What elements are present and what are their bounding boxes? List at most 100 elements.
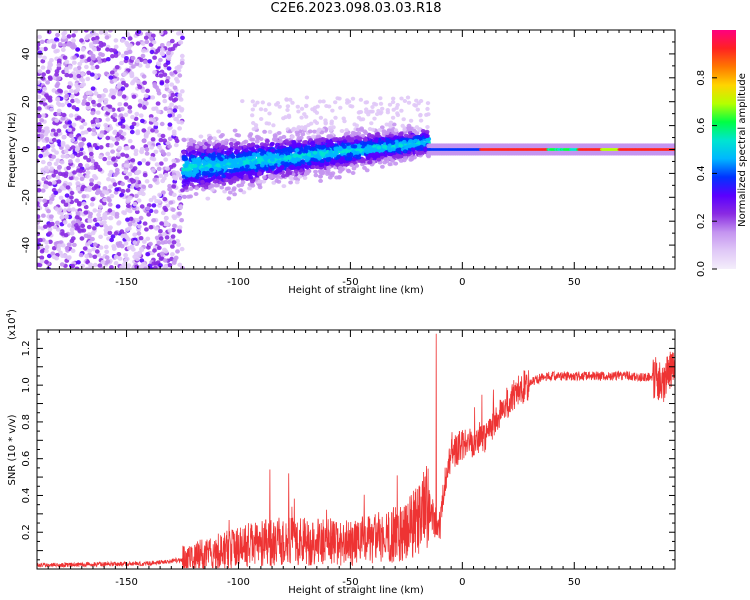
figure-title: C2E6.2023.098.03.03.R18 <box>270 1 442 16</box>
spectrogram-cell <box>70 248 76 253</box>
spectrogram-cell <box>41 72 46 77</box>
spectrogram-cell <box>324 162 330 166</box>
spectrogram-cell <box>346 142 351 147</box>
spectrogram-cell <box>149 36 154 42</box>
spectrogram-cell <box>141 128 147 133</box>
spectrogram-cell <box>205 196 211 201</box>
spectrogram-cell <box>298 168 304 173</box>
spectrogram-cell <box>202 160 208 165</box>
spectrogram-cell <box>359 141 365 146</box>
spectrogram-cell <box>360 133 366 138</box>
spectrogram-cell <box>72 242 77 248</box>
spectrogram-cell <box>61 43 67 48</box>
spectrogram-cell <box>63 233 69 238</box>
spectrogram-cell <box>156 61 162 67</box>
spectrogram-cell <box>119 265 124 269</box>
spectrogram-cell <box>127 138 133 144</box>
spectrogram-cell <box>344 128 349 133</box>
spectrogram-cell <box>86 127 92 132</box>
spectrogram-cell <box>273 170 279 175</box>
spectrogram-cell <box>159 43 165 48</box>
spectrogram-cell <box>267 129 273 134</box>
spectrogram-cell <box>206 149 211 154</box>
spectrogram-cell <box>123 102 129 107</box>
spectrogram-cell <box>76 115 82 120</box>
spectrogram-cell <box>251 152 257 157</box>
spectrogram-cell <box>179 106 185 112</box>
spectrogram-cell <box>359 159 365 164</box>
spectrogram-cell <box>382 144 387 149</box>
spectrogram-cell <box>387 139 393 144</box>
spectrogram-cell <box>63 171 69 176</box>
spectrogram-cell <box>37 225 41 230</box>
spectrogram-cell <box>42 86 48 92</box>
spectrogram-cell <box>49 214 54 219</box>
spectrogram-cell <box>146 203 152 208</box>
spectrogram-cell <box>223 141 229 146</box>
spectrogram-cell <box>113 38 119 43</box>
spectrogram-cell <box>163 172 169 178</box>
spectrogram-cell <box>347 156 353 161</box>
spectrogram-cell <box>66 242 72 247</box>
spectrogram-cell <box>208 184 213 189</box>
spectrogram-cell <box>90 65 96 71</box>
spectrogram-cell <box>112 78 118 83</box>
spectrogram-cell <box>225 174 231 179</box>
spectrogram-cell <box>101 201 107 206</box>
spectrogram-cell <box>190 154 195 159</box>
spectrogram-cell <box>277 104 282 109</box>
spectrogram-cell <box>135 58 140 64</box>
spectrogram-cell <box>221 174 226 179</box>
spectrogram-cell <box>387 128 392 133</box>
spectrogram-cell <box>317 156 323 161</box>
spectrogram-cell <box>329 142 335 147</box>
spectrogram-cell <box>60 231 65 236</box>
spectrogram-cell <box>111 156 117 161</box>
spectrogram-cell <box>358 97 364 102</box>
spectrogram-cell <box>132 240 138 245</box>
spectrogram-cell <box>44 248 49 254</box>
spectrogram-cell <box>227 179 233 183</box>
spectrogram-cell <box>276 131 282 135</box>
spectrogram-cell <box>179 89 185 94</box>
spectrogram-cell <box>72 170 77 175</box>
spectrogram-cell <box>188 186 194 191</box>
spectrogram-cell <box>389 133 394 138</box>
spectrogram-cell <box>80 78 86 83</box>
spectrogram-cell <box>92 217 98 223</box>
spectrogram-cell <box>318 115 324 120</box>
spectrogram-cell <box>274 178 280 183</box>
spectrogram-cell <box>97 98 103 104</box>
spectrogram-cell <box>394 105 399 110</box>
spectrogram-cell <box>64 66 69 71</box>
spectrogram-cell <box>221 181 227 186</box>
spectrogram-cell <box>385 108 390 112</box>
spectrogram-cell <box>310 140 316 145</box>
spectrogram-cell <box>46 39 52 44</box>
spectrogram-cell <box>176 242 182 247</box>
spectrogram-cell <box>127 222 133 227</box>
spectrogram-cell <box>71 38 76 43</box>
spectrogram-cell <box>89 72 95 77</box>
spectrogram-cell <box>313 161 319 166</box>
spectrogram-cell <box>320 169 326 174</box>
spectrogram-cell <box>216 167 222 172</box>
spectrogram-cell <box>143 93 149 99</box>
spectrogram-cell <box>193 192 199 196</box>
spectrogram-cell <box>175 158 181 163</box>
spectrogram-cell <box>131 121 137 127</box>
spectrogram-cell <box>391 154 397 159</box>
spectrogram-cell <box>46 65 52 70</box>
spectrogram-cell <box>65 144 70 149</box>
spectrogram-cell <box>247 152 252 157</box>
spectrogram-cell <box>282 148 288 153</box>
spectrogram-cell <box>167 113 173 118</box>
spectrogram-cell <box>108 225 113 230</box>
spectrogram-cell <box>181 167 186 172</box>
spectrogram-cell <box>139 188 145 193</box>
spectrogram-cell <box>120 181 125 187</box>
spectrogram-cell <box>69 190 75 196</box>
spectrogram-cell <box>123 169 129 174</box>
spectrogram-cell <box>84 64 89 70</box>
spectrogram-cell <box>318 178 323 183</box>
